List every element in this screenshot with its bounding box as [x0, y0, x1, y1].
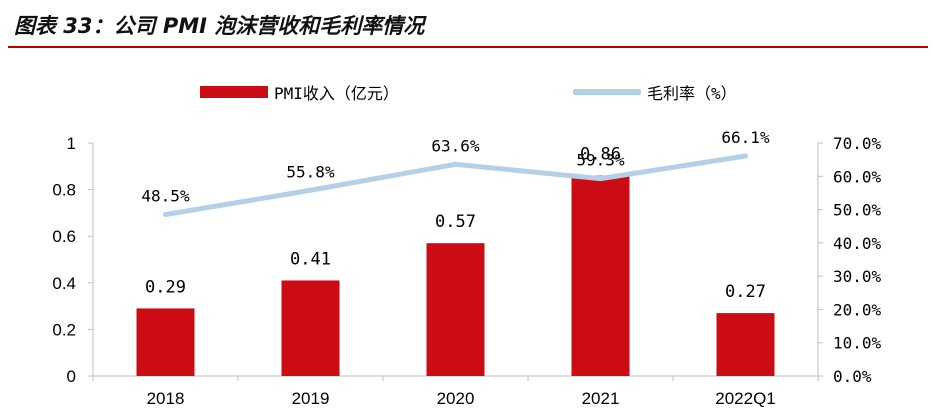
bar-revenue	[281, 280, 340, 376]
line-point-margin	[163, 212, 168, 218]
figure-title: 图表 33：公司 PMI 泡沫营收和毛利率情况	[14, 14, 425, 38]
y-right-tick-label: 50.0%	[833, 201, 882, 220]
line-point-margin	[598, 176, 603, 182]
bar-data-label: 0.57	[435, 212, 476, 232]
y-right-tick-label: 60.0%	[833, 167, 882, 186]
line-data-label: 63.6%	[431, 136, 480, 155]
legend-label-revenue: PMI收入（亿元）	[274, 84, 399, 103]
y-left-tick-label: 0.8	[52, 181, 76, 200]
line-data-label: 59.3%	[576, 151, 625, 170]
line-point-margin	[743, 153, 748, 159]
line-point-margin	[308, 187, 313, 193]
x-tick-label: 2020	[437, 389, 475, 408]
x-tick-label: 2018	[147, 389, 185, 408]
bar-data-label: 0.41	[290, 249, 331, 269]
y-right-tick-label: 10.0%	[833, 334, 882, 353]
line-point-margin	[453, 161, 458, 167]
y-left-tick-label: 0.4	[52, 274, 76, 293]
y-right-tick-label: 0.0%	[833, 367, 872, 386]
y-left-tick-label: 0.2	[52, 320, 76, 339]
y-right-tick-label: 40.0%	[833, 234, 882, 253]
legend-label-margin: 毛利率（%）	[647, 84, 737, 103]
title-divider	[8, 46, 928, 48]
x-tick-label: 2019	[292, 389, 330, 408]
bar-data-label: 0.27	[725, 282, 766, 302]
legend-swatch-margin	[573, 89, 641, 95]
bar-revenue	[571, 175, 630, 376]
y-left-tick-label: 0	[67, 367, 76, 386]
bar-revenue	[716, 313, 775, 376]
y-right-tick-label: 70.0%	[833, 134, 882, 153]
bar-data-label: 0.29	[145, 277, 186, 297]
legend-swatch-revenue	[200, 86, 268, 98]
bar-revenue	[136, 308, 195, 376]
bar-revenue	[426, 243, 485, 376]
y-left-tick-label: 0.6	[52, 227, 76, 246]
y-right-tick-label: 30.0%	[833, 267, 882, 286]
line-data-label: 66.1%	[721, 128, 770, 147]
y-right-tick-label: 20.0%	[833, 300, 882, 319]
y-left-tick-label: 1	[67, 134, 76, 153]
x-tick-label: 2022Q1	[715, 389, 776, 408]
bar-data-label: 0.86	[580, 145, 621, 165]
line-data-label: 48.5%	[141, 187, 190, 206]
line-data-label: 55.8%	[286, 162, 335, 181]
x-tick-label: 2021	[582, 389, 620, 408]
